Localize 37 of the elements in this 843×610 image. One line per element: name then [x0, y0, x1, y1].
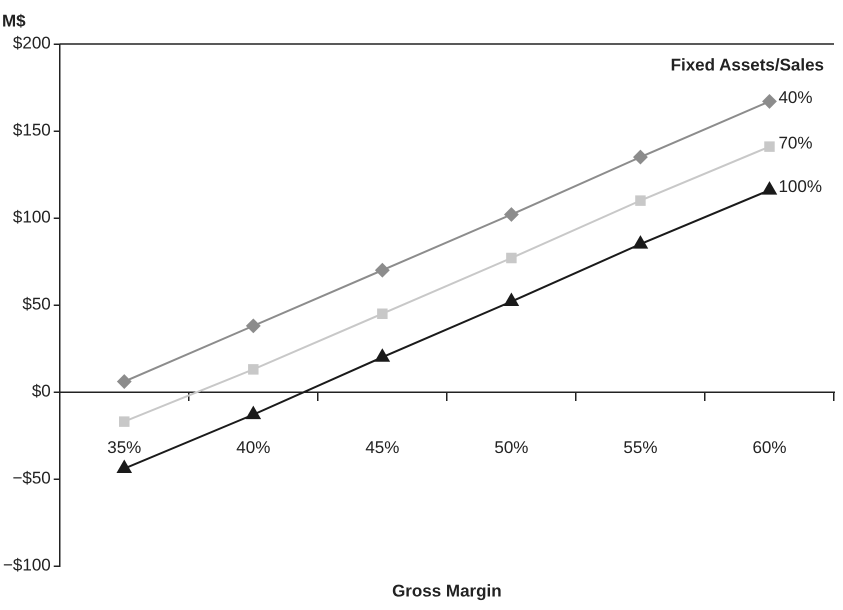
y-tick-label: $200: [12, 34, 51, 53]
series-label: 100%: [778, 176, 822, 196]
series-label: 70%: [778, 133, 813, 152]
point: [762, 94, 776, 108]
point: [633, 150, 648, 164]
point: [375, 349, 390, 362]
point: [504, 294, 518, 306]
point: [117, 374, 132, 389]
y-tick-label: $50: [22, 294, 51, 314]
x-tick-label: 60%: [752, 438, 786, 457]
point: [504, 208, 518, 222]
x-tick-label: 45%: [365, 438, 400, 457]
legend-title: Fixed Assets/Sales: [670, 56, 824, 75]
point: [633, 236, 648, 249]
point: [635, 195, 646, 206]
y-tick-label: −$100: [2, 556, 51, 575]
x-tick-label: 35%: [107, 438, 142, 457]
y-tick-label: $100: [12, 208, 51, 227]
point: [117, 460, 132, 474]
point: [762, 182, 777, 195]
y-tick-label: $150: [12, 120, 51, 140]
y-tick-label: $0: [32, 382, 51, 401]
y-axis-title: M$: [2, 12, 26, 31]
point: [119, 416, 130, 427]
x-tick-label: 50%: [494, 438, 528, 457]
point: [375, 263, 390, 278]
series-label: 40%: [778, 88, 813, 108]
point: [506, 252, 517, 264]
point: [246, 318, 260, 333]
x-tick-label: 55%: [623, 438, 658, 457]
point: [377, 308, 388, 319]
point: [246, 406, 260, 420]
point: [764, 141, 775, 152]
x-tick-label: 40%: [236, 438, 270, 457]
x-axis-title: Gross Margin: [392, 582, 502, 601]
point: [248, 364, 259, 375]
y-tick-label: −$50: [12, 468, 51, 488]
